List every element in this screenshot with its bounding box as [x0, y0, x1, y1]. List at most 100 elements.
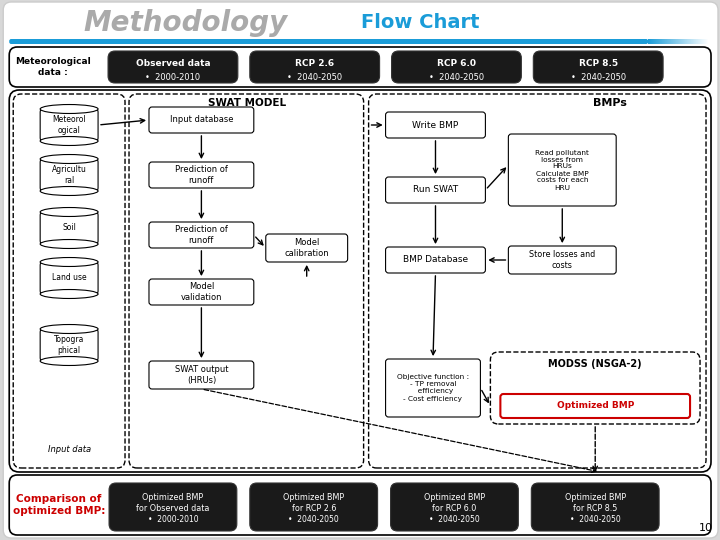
FancyBboxPatch shape	[149, 361, 254, 389]
FancyBboxPatch shape	[668, 39, 669, 44]
Text: Run SWAT: Run SWAT	[413, 186, 458, 194]
FancyBboxPatch shape	[508, 246, 616, 274]
Text: MODSS (NSGA-2): MODSS (NSGA-2)	[549, 359, 642, 369]
FancyBboxPatch shape	[3, 2, 718, 538]
FancyBboxPatch shape	[705, 39, 706, 44]
FancyBboxPatch shape	[688, 39, 689, 44]
FancyBboxPatch shape	[662, 39, 663, 44]
FancyBboxPatch shape	[670, 39, 671, 44]
Ellipse shape	[40, 137, 98, 145]
FancyBboxPatch shape	[108, 51, 238, 83]
Ellipse shape	[40, 356, 98, 366]
Text: •  2040-2050: • 2040-2050	[288, 516, 339, 524]
FancyBboxPatch shape	[700, 39, 701, 44]
FancyBboxPatch shape	[13, 94, 125, 468]
FancyBboxPatch shape	[650, 39, 651, 44]
FancyBboxPatch shape	[666, 39, 667, 44]
Text: Comparison of
optimized BMP:: Comparison of optimized BMP:	[13, 494, 105, 516]
FancyBboxPatch shape	[661, 39, 662, 44]
Text: Optimized BMP
for RCP 6.0: Optimized BMP for RCP 6.0	[424, 494, 485, 512]
FancyBboxPatch shape	[692, 39, 693, 44]
FancyBboxPatch shape	[681, 39, 682, 44]
FancyBboxPatch shape	[689, 39, 690, 44]
Text: SWAT MODEL: SWAT MODEL	[208, 98, 286, 108]
FancyBboxPatch shape	[655, 39, 656, 44]
FancyBboxPatch shape	[684, 39, 685, 44]
FancyBboxPatch shape	[149, 162, 254, 188]
FancyBboxPatch shape	[658, 39, 659, 44]
FancyBboxPatch shape	[386, 177, 485, 203]
Text: Objective function :
- TP removal
  efficiency
- Cost efficiency: Objective function : - TP removal effici…	[397, 375, 469, 402]
FancyBboxPatch shape	[657, 39, 658, 44]
Text: RCP 6.0: RCP 6.0	[437, 59, 476, 69]
Text: Input data: Input data	[48, 446, 91, 455]
Text: SWAT output
(HRUs): SWAT output (HRUs)	[175, 365, 228, 384]
Text: Optimized BMP
for RCP 8.5: Optimized BMP for RCP 8.5	[564, 494, 626, 512]
Text: BMP Database: BMP Database	[403, 255, 468, 265]
FancyBboxPatch shape	[652, 39, 653, 44]
FancyBboxPatch shape	[673, 39, 674, 44]
Text: Meteorol
ogical: Meteorol ogical	[53, 116, 86, 134]
Ellipse shape	[40, 105, 98, 113]
Text: RCP 2.6: RCP 2.6	[295, 59, 334, 69]
FancyBboxPatch shape	[699, 39, 700, 44]
FancyBboxPatch shape	[665, 39, 666, 44]
FancyBboxPatch shape	[9, 475, 711, 535]
Text: Optimized BMP
for Observed data: Optimized BMP for Observed data	[136, 494, 210, 512]
Text: •  2040-2050: • 2040-2050	[429, 72, 484, 82]
Text: Write BMP: Write BMP	[413, 120, 459, 130]
FancyBboxPatch shape	[648, 39, 649, 44]
FancyBboxPatch shape	[149, 107, 254, 133]
Text: RCP 8.5: RCP 8.5	[579, 59, 618, 69]
Ellipse shape	[40, 240, 98, 248]
Text: •  2000-2010: • 2000-2010	[145, 72, 200, 82]
FancyBboxPatch shape	[40, 159, 98, 191]
FancyBboxPatch shape	[682, 39, 683, 44]
Text: Prediction of
runoff: Prediction of runoff	[175, 225, 228, 245]
Text: Land use: Land use	[52, 273, 86, 282]
FancyBboxPatch shape	[392, 51, 521, 83]
Text: •  2040-2050: • 2040-2050	[287, 72, 342, 82]
FancyBboxPatch shape	[386, 247, 485, 273]
Text: Store losses and
costs: Store losses and costs	[529, 251, 595, 269]
FancyBboxPatch shape	[534, 51, 663, 83]
FancyBboxPatch shape	[696, 39, 697, 44]
FancyBboxPatch shape	[266, 234, 348, 262]
FancyBboxPatch shape	[656, 39, 657, 44]
FancyBboxPatch shape	[695, 39, 696, 44]
FancyBboxPatch shape	[672, 39, 673, 44]
Text: BMPs: BMPs	[593, 98, 627, 108]
Text: Optimized BMP
for RCP 2.6: Optimized BMP for RCP 2.6	[283, 494, 344, 512]
Text: •  2040-2050: • 2040-2050	[571, 72, 626, 82]
FancyBboxPatch shape	[109, 483, 237, 531]
FancyBboxPatch shape	[703, 39, 704, 44]
FancyBboxPatch shape	[674, 39, 675, 44]
FancyBboxPatch shape	[679, 39, 680, 44]
Text: Agricultu
ral: Agricultu ral	[52, 165, 86, 185]
FancyBboxPatch shape	[386, 112, 485, 138]
Ellipse shape	[40, 154, 98, 164]
Text: Soil: Soil	[62, 224, 76, 233]
FancyBboxPatch shape	[678, 39, 679, 44]
Text: 10: 10	[699, 523, 713, 533]
Text: Model
validation: Model validation	[181, 282, 222, 302]
Text: Model
calibration: Model calibration	[284, 238, 329, 258]
FancyBboxPatch shape	[690, 39, 691, 44]
FancyBboxPatch shape	[693, 39, 694, 44]
FancyBboxPatch shape	[649, 39, 650, 44]
FancyBboxPatch shape	[40, 329, 98, 361]
FancyBboxPatch shape	[9, 47, 711, 87]
FancyBboxPatch shape	[369, 94, 706, 468]
FancyBboxPatch shape	[697, 39, 698, 44]
FancyBboxPatch shape	[702, 39, 703, 44]
Text: Topogra
phical: Topogra phical	[54, 335, 84, 355]
Text: Methodology: Methodology	[84, 9, 288, 37]
FancyBboxPatch shape	[250, 483, 377, 531]
Ellipse shape	[40, 186, 98, 195]
FancyBboxPatch shape	[675, 39, 676, 44]
FancyBboxPatch shape	[660, 39, 661, 44]
FancyBboxPatch shape	[508, 134, 616, 206]
FancyBboxPatch shape	[694, 39, 695, 44]
Text: Flow Chart: Flow Chart	[361, 14, 479, 32]
FancyBboxPatch shape	[654, 39, 655, 44]
